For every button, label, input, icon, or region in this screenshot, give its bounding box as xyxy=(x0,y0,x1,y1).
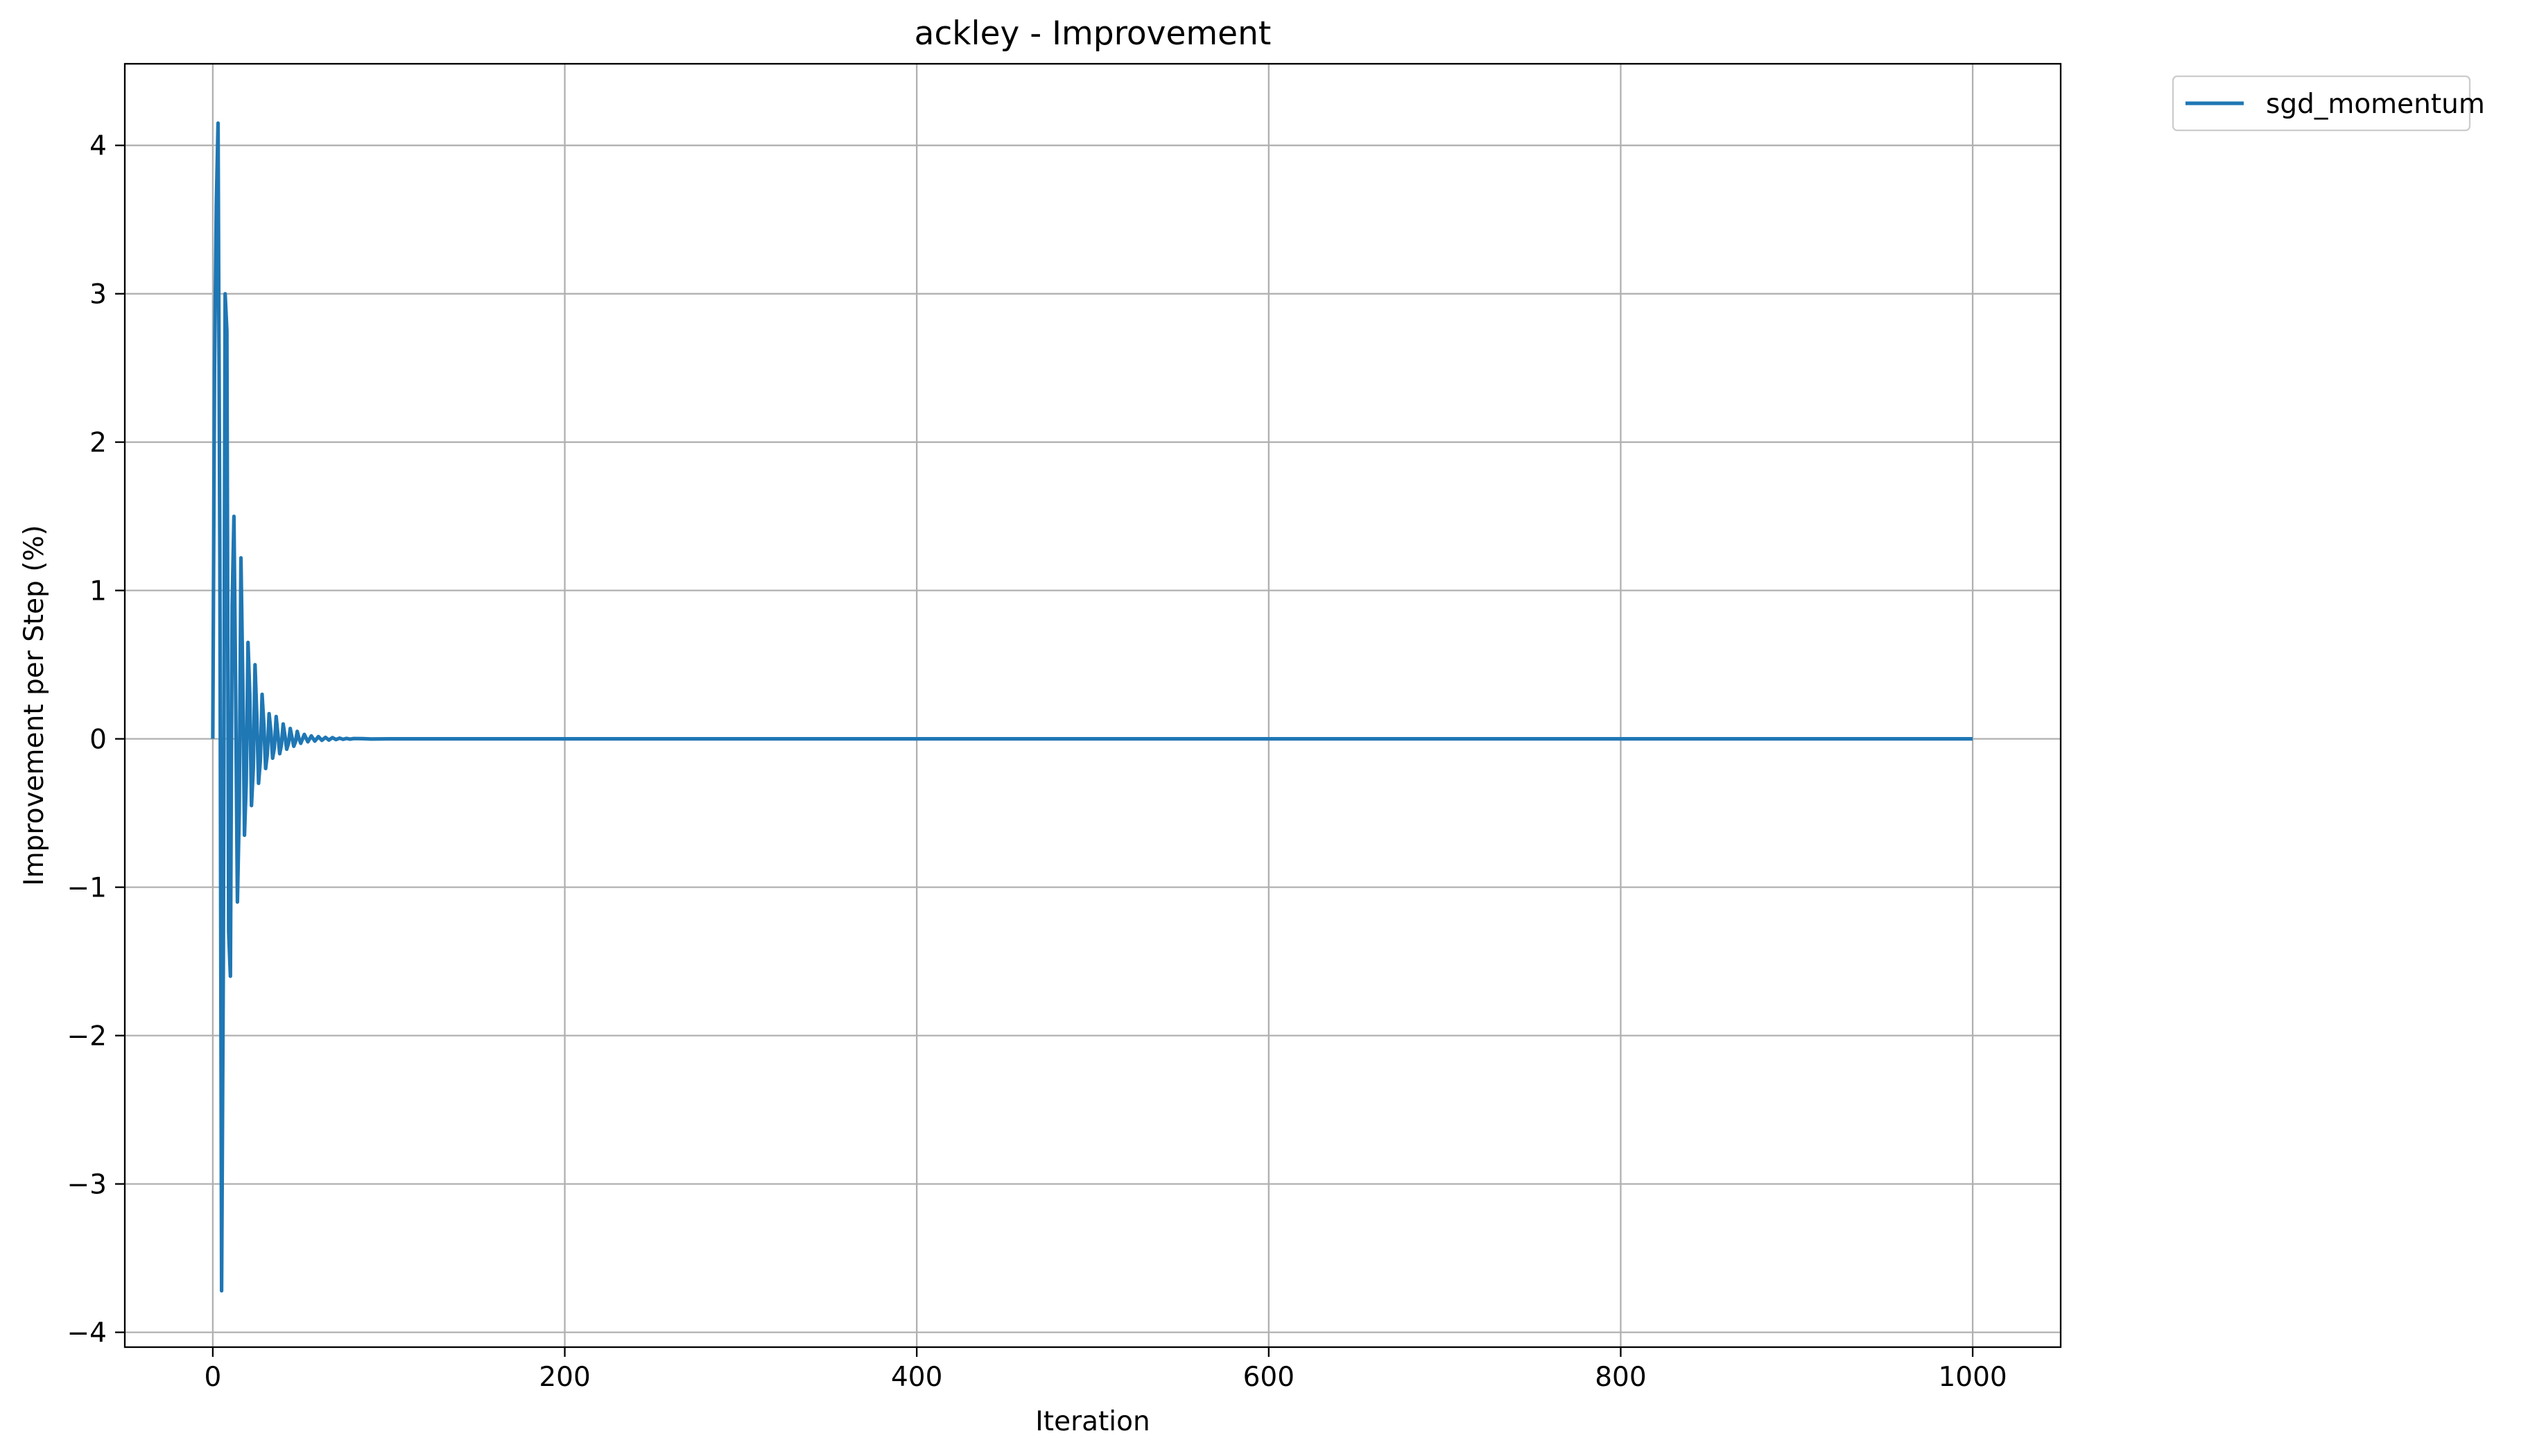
legend-box xyxy=(2172,75,2471,132)
y-tick-label: 0 xyxy=(89,725,107,756)
x-tick-label: 200 xyxy=(539,1362,590,1393)
x-tick-label: 0 xyxy=(204,1362,221,1393)
y-tick-label: −2 xyxy=(67,1021,107,1052)
y-axis-label: Improvement per Step (%) xyxy=(19,525,50,886)
x-tick-label: 800 xyxy=(1595,1362,1646,1393)
ticks: 0 200 400 600 800 1000 −4 −3 −2 −1 0 1 2 3 4 xyxy=(67,131,2007,1393)
y-tick-label: −4 xyxy=(67,1318,107,1349)
y-tick-label: 4 xyxy=(89,131,107,162)
plot-frame xyxy=(123,62,2062,1349)
legend-label-sgd-momentum: sgd_momentum xyxy=(2266,89,2485,120)
y-tick-label: −1 xyxy=(67,873,107,904)
chart-title: ackley - Improvement xyxy=(915,15,1272,53)
series-layer xyxy=(211,121,1973,1293)
y-tick-label: 1 xyxy=(89,576,107,607)
x-tick-label: 1000 xyxy=(1938,1362,2007,1393)
x-tick-label: 400 xyxy=(891,1362,942,1393)
y-tick-label: 3 xyxy=(89,279,107,311)
x-tick-label: 600 xyxy=(1243,1362,1295,1393)
x-axis-label: Iteration xyxy=(1035,1406,1150,1437)
y-tick-label: −3 xyxy=(67,1170,107,1201)
series-line-sgd-momentum xyxy=(211,121,1973,1293)
legend: sgd_momentum xyxy=(2172,75,2485,132)
y-tick-label: 2 xyxy=(89,428,107,459)
